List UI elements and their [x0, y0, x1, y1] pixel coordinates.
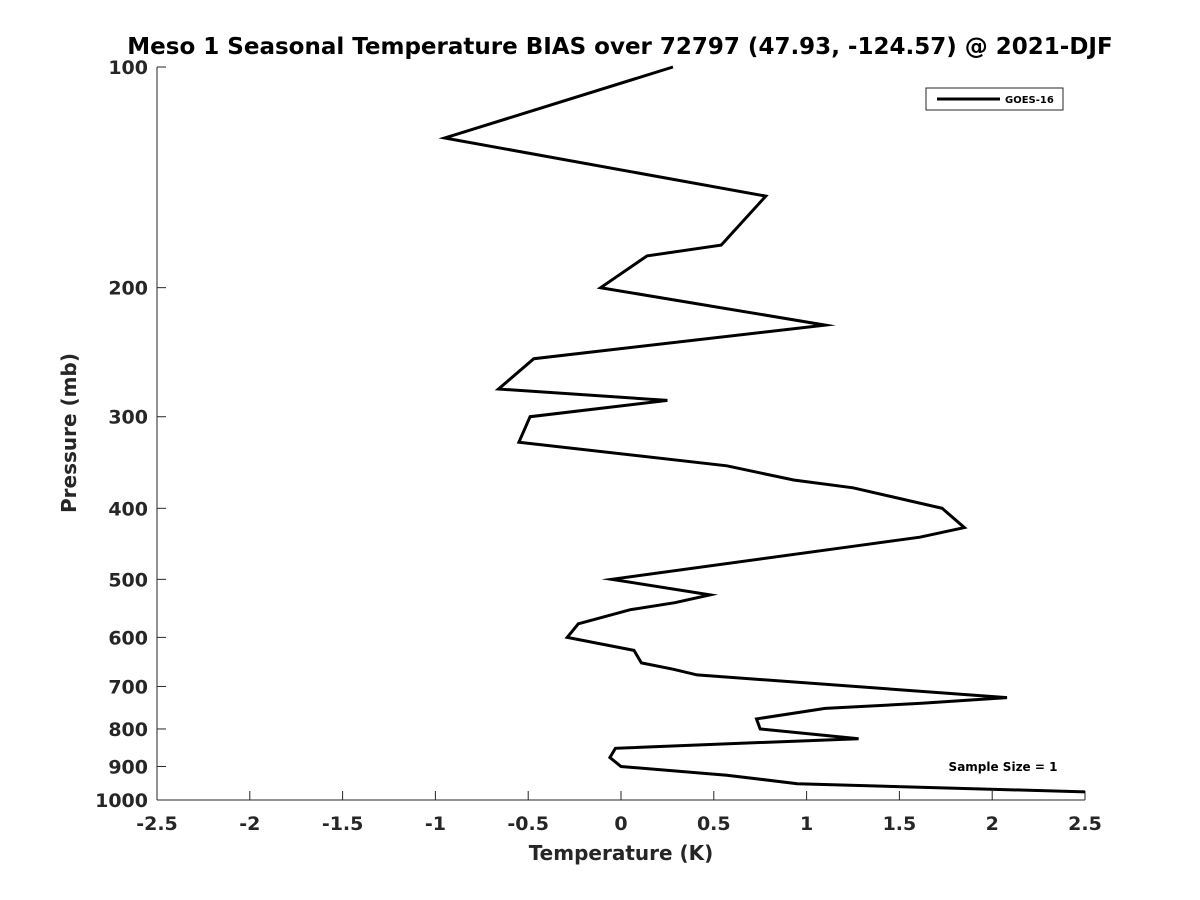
series-line-goes-16 — [438, 65, 1086, 794]
plot-axes — [156, 67, 1085, 801]
y-tick-label: 800 — [108, 719, 148, 741]
y-tick-label: 500 — [108, 569, 148, 591]
legend: GOES-16 — [925, 87, 1064, 111]
series-layer — [438, 65, 1086, 794]
chart-title: Meso 1 Seasonal Temperature BIAS over 72… — [127, 34, 1112, 60]
y-tick-label: 700 — [108, 676, 148, 698]
x-axis-ticks: -2.5 -2 -1.5 -1 -0.5 0 0.5 1 1.5 2 2.5 — [136, 791, 1102, 835]
x-tick-label: 2 — [986, 813, 999, 835]
x-tick-label: -0.5 — [507, 813, 549, 835]
y-tick-label: 400 — [108, 498, 148, 520]
x-tick-label: 1 — [800, 813, 813, 835]
x-tick-label: -2 — [239, 813, 260, 835]
y-axis-ticks: 100 200 300 400 500 600 700 800 900 1000 — [95, 57, 166, 812]
x-tick-label: 0 — [614, 813, 627, 835]
x-tick-label: -2.5 — [136, 813, 178, 835]
y-tick-label: 100 — [108, 57, 148, 79]
x-tick-label: 2.5 — [1068, 813, 1102, 835]
x-tick-label: 0.5 — [697, 813, 731, 835]
x-tick-label: -1.5 — [322, 813, 364, 835]
y-axis-label: Pressure (mb) — [57, 353, 81, 513]
x-tick-label: 1.5 — [883, 813, 917, 835]
y-tick-label: 1000 — [95, 790, 148, 812]
y-tick-label: 300 — [108, 407, 148, 429]
x-axis-label: Temperature (K) — [529, 841, 714, 865]
x-tick-label: -1 — [425, 813, 446, 835]
sample-size-annotation: Sample Size = 1 — [949, 760, 1058, 774]
y-tick-label: 600 — [108, 627, 148, 649]
y-tick-label: 200 — [108, 278, 148, 300]
legend-entry-goes-16: GOES-16 — [1005, 95, 1054, 106]
y-tick-label: 900 — [108, 756, 148, 778]
